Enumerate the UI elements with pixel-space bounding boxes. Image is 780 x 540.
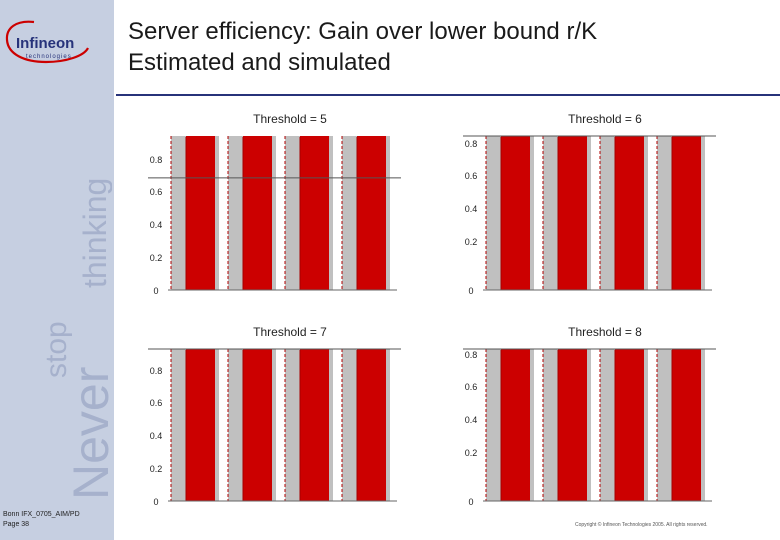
y-tick-label: 0.4 xyxy=(465,415,478,425)
y-tick-label: 0.2 xyxy=(465,237,478,247)
y-tick-label: 0.6 xyxy=(150,398,163,408)
y-tick-label: 0.4 xyxy=(150,220,163,230)
slide-title: Server efficiency: Gain over lower bound… xyxy=(128,16,597,78)
estimated-bar xyxy=(558,349,587,501)
estimated-bar xyxy=(186,349,215,501)
y-tick-label: 0.6 xyxy=(465,171,478,181)
footer-ref: Bonn IFX_0705_AIM/PD xyxy=(3,511,80,518)
y-tick-label: 0 xyxy=(468,286,473,296)
never-stop-thinking-tagline: Never stop thinking xyxy=(40,178,112,500)
infineon-logo: Infineon technologies xyxy=(5,20,89,64)
logo-brand: Infineon xyxy=(16,35,74,52)
y-tick-label: 0.8 xyxy=(465,139,478,149)
estimated-bar xyxy=(501,136,530,290)
estimated-bar xyxy=(243,349,272,501)
y-tick-label: 0.8 xyxy=(150,366,163,376)
y-tick-label: 0.2 xyxy=(150,253,163,263)
y-tick-label: 0.6 xyxy=(150,187,163,197)
estimated-bar xyxy=(501,349,530,501)
footer-left: Bonn IFX_0705_AIM/PD Page 38 xyxy=(3,510,80,530)
footer-page: Page 38 xyxy=(3,521,30,528)
title-line-1: Server efficiency: Gain over lower bound… xyxy=(128,18,598,45)
logo-sub: technologies xyxy=(26,54,72,60)
estimated-bar xyxy=(672,136,701,290)
title-line-2: Estimated and simulated xyxy=(128,49,391,76)
y-tick-label: 0.8 xyxy=(150,155,163,165)
y-tick-label: 0.2 xyxy=(150,464,163,474)
estimated-bar xyxy=(186,136,215,290)
estimated-bar xyxy=(357,349,386,501)
tagline-stop: stop xyxy=(40,321,73,378)
tagline-thinking: thinking xyxy=(77,178,112,288)
estimated-bar xyxy=(615,349,644,501)
copyright: Copyright © Infineon Technologies 2005. … xyxy=(575,522,708,528)
y-tick-label: 0.4 xyxy=(465,204,478,214)
estimated-bar xyxy=(615,136,644,290)
sidebar xyxy=(0,0,114,540)
title-rule xyxy=(116,94,780,96)
estimated-bar xyxy=(357,136,386,290)
estimated-bar xyxy=(672,349,701,501)
estimated-bar xyxy=(300,136,329,290)
chart-title-3: Threshold = 7 xyxy=(253,325,327,339)
chart-title-1: Threshold = 5 xyxy=(253,112,327,126)
estimated-bar xyxy=(243,136,272,290)
y-tick-label: 0.8 xyxy=(465,350,478,360)
y-tick-label: 0 xyxy=(153,286,158,296)
y-tick-label: 0 xyxy=(153,497,158,507)
y-tick-label: 0.4 xyxy=(150,431,163,441)
y-tick-label: 0.2 xyxy=(465,448,478,458)
estimated-bar xyxy=(558,136,587,290)
tagline-never: Never xyxy=(63,367,112,500)
y-tick-label: 0.6 xyxy=(465,382,478,392)
estimated-bar xyxy=(300,349,329,501)
chart-title-4: Threshold = 8 xyxy=(568,325,642,339)
y-tick-label: 0 xyxy=(468,497,473,507)
chart-title-2: Threshold = 6 xyxy=(568,112,642,126)
